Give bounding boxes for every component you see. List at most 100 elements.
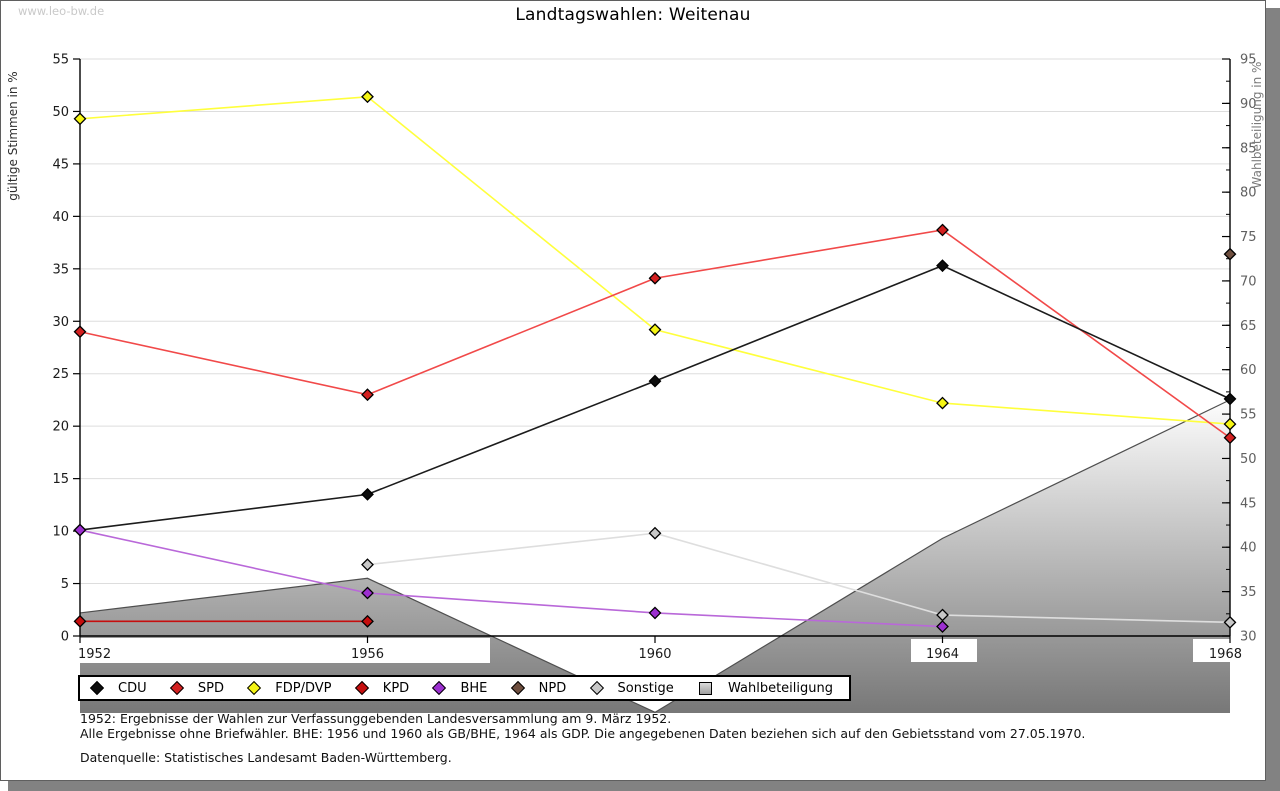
legend-label: Wahlbeteiligung xyxy=(727,680,833,696)
data-point-BHE xyxy=(936,620,949,633)
data-point-BHE xyxy=(361,586,374,600)
series-line-BHE xyxy=(79,529,943,628)
left-tick-label: 20 xyxy=(52,420,69,435)
label-mask xyxy=(911,639,977,662)
chart-plot: 0 5 10 15 20 25 30 35 40 45 50 55 30 35 40 45 50 55 60 65 70… xyxy=(52,53,1257,714)
right-tick-label: 65 xyxy=(1240,319,1257,334)
watermark: www.leo-bw.de xyxy=(18,4,105,18)
left-tick-label: 35 xyxy=(52,262,69,277)
left-tick-label: 0 xyxy=(61,630,69,645)
footnotes: 1952: Ergebnisse der Wahlen zur Verfassu… xyxy=(80,711,1086,742)
data-point-BHE xyxy=(648,606,662,620)
right-tick-label: 50 xyxy=(1240,452,1257,467)
legend-item-Wahlbeteiligung: Wahlbeteiligung xyxy=(698,680,833,696)
legend-label: KPD xyxy=(382,680,410,696)
legend-diamond-icon xyxy=(89,680,105,696)
data-point-KPD xyxy=(361,614,374,628)
legend-label: NPD xyxy=(538,680,567,696)
right-tick-label: 80 xyxy=(1240,186,1257,201)
x-tick-label: 1968 xyxy=(1209,647,1242,662)
legend-label: CDU xyxy=(118,680,147,696)
data-point-SPD xyxy=(936,223,949,237)
legend-label: FDP/DVP xyxy=(275,680,332,696)
legend-square-icon xyxy=(698,681,712,695)
data-point-BHE xyxy=(73,523,87,537)
data-point-CDU xyxy=(936,259,949,273)
legend-item-Sonstige: Sonstige xyxy=(589,680,674,696)
data-point-FDP/DVP xyxy=(936,396,949,410)
right-tick-label: 45 xyxy=(1240,496,1257,511)
data-point-CDU xyxy=(1223,392,1237,406)
wahlbeteiligung-area-edge xyxy=(79,399,1231,714)
legend-item-BHE: BHE xyxy=(432,680,488,696)
data-source: Datenquelle: Statistisches Landesamt Bad… xyxy=(80,750,452,765)
data-point-CDU xyxy=(648,374,662,388)
data-point-KPD xyxy=(73,614,87,628)
right-tick-label: 30 xyxy=(1240,630,1257,645)
right-tick-label: 75 xyxy=(1240,230,1257,245)
data-point-NPD xyxy=(1223,247,1237,261)
footnote-line-2: Alle Ergebnisse ohne Briefwähler. BHE: 1… xyxy=(80,725,1086,741)
legend-diamond-icon xyxy=(432,680,447,696)
left-tick-label: 5 xyxy=(61,577,69,592)
legend-item-KPD: KPD xyxy=(354,680,410,696)
right-tick-label: 55 xyxy=(1240,408,1257,423)
right-tick-label: 85 xyxy=(1240,141,1257,156)
left-axis-title: gültige Stimmen in % xyxy=(6,71,20,201)
left-tick-label: 50 xyxy=(52,105,69,120)
x-tick-label: 1964 xyxy=(926,647,959,662)
right-tick-label: 35 xyxy=(1240,585,1257,600)
legend-diamond-icon xyxy=(354,680,369,696)
data-point-FDP/DVP xyxy=(648,323,662,337)
left-tick-label: 45 xyxy=(52,157,69,172)
left-tick-label: 55 xyxy=(52,53,69,68)
legend-label: SPD xyxy=(197,680,224,696)
data-point-Sonstige xyxy=(1223,615,1237,629)
wahlbeteiligung-area xyxy=(80,399,1230,713)
legend-diamond-icon xyxy=(247,680,262,696)
legend-diamond-icon xyxy=(169,680,184,696)
legend-diamond-icon xyxy=(510,680,525,696)
data-point-SPD xyxy=(648,271,662,285)
right-tick-label: 40 xyxy=(1240,541,1257,556)
x-tick-label: 1960 xyxy=(638,647,671,662)
data-point-CDU xyxy=(361,487,374,501)
label-mask xyxy=(60,638,490,663)
data-point-FDP/DVP xyxy=(1223,417,1237,431)
legend-label: BHE xyxy=(460,680,488,696)
data-point-FDP/DVP xyxy=(361,90,374,104)
footnote-line-1: 1952: Ergebnisse der Wahlen zur Verfassu… xyxy=(80,711,672,726)
data-point-Sonstige xyxy=(361,558,374,572)
legend-item-SPD: SPD xyxy=(169,680,224,696)
frame-shadow-bottom xyxy=(8,781,1266,791)
data-point-SPD xyxy=(73,325,87,339)
left-tick-label: 10 xyxy=(52,525,69,540)
left-tick-label: 40 xyxy=(52,210,69,225)
data-point-FDP/DVP xyxy=(73,112,87,126)
page-title: Landtagswahlen: Weitenau xyxy=(515,5,751,25)
label-mask xyxy=(623,639,689,662)
right-tick-label: 90 xyxy=(1240,97,1257,112)
data-point-SPD xyxy=(1223,431,1237,445)
data-point-Sonstige xyxy=(648,526,662,540)
label-mask xyxy=(1193,639,1247,662)
left-tick-label: 30 xyxy=(52,315,69,330)
right-tick-label: 60 xyxy=(1240,363,1257,378)
right-axis-title: Wahlbeteiligung in % xyxy=(1250,61,1264,189)
legend-item-CDU: CDU xyxy=(89,680,147,696)
series-line-Sonstige xyxy=(367,532,1231,624)
right-tick-label: 70 xyxy=(1240,274,1257,289)
legend-item-NPD: NPD xyxy=(510,680,567,696)
legend-diamond-icon xyxy=(589,680,604,696)
legend-label: Sonstige xyxy=(617,680,674,696)
legend: CDU SPD FDP/DVP KPD BHE NPD Sonstige Wahlbeteil… xyxy=(78,675,851,701)
legend-item-FDP/DVP: FDP/DVP xyxy=(247,680,332,696)
left-tick-label: 25 xyxy=(52,367,69,382)
frame-shadow-right xyxy=(1266,8,1280,791)
x-tick-label: 1952 xyxy=(78,647,111,662)
x-tick-label: 1956 xyxy=(351,647,384,662)
left-tick-label: 15 xyxy=(52,472,69,487)
right-tick-label: 95 xyxy=(1240,53,1257,68)
data-point-SPD xyxy=(361,388,374,402)
